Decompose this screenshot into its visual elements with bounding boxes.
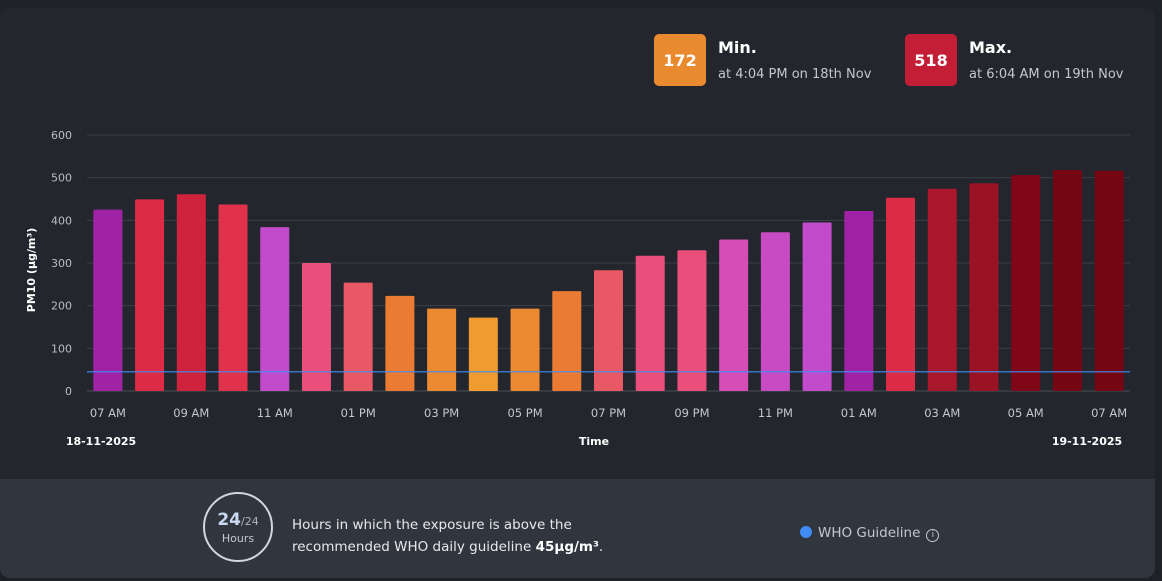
bar (93, 209, 123, 391)
hours-label: Hours (221, 532, 255, 545)
info-icon[interactable]: i (926, 529, 940, 542)
bar (427, 308, 457, 391)
bar (594, 270, 623, 391)
x-tick-label: 07 AM (90, 406, 126, 420)
bar (260, 227, 290, 391)
bar (844, 210, 874, 391)
bar (969, 183, 999, 391)
bar (218, 204, 248, 391)
guideline-dot (800, 526, 812, 538)
x-tick-label: 07 AM (1091, 406, 1127, 420)
start-date-label: 18-11-2025 (66, 435, 136, 448)
bar (802, 222, 832, 391)
x-tick-label: 05 PM (507, 406, 542, 420)
pm10-card: 172 Min. at 4:04 PM on 18th Nov 518 Max.… (0, 8, 1155, 578)
bar (343, 282, 373, 391)
exposure-description: Hours in which the exposure is above the… (292, 514, 603, 558)
max-label: Max. (969, 38, 1013, 57)
min-label: Min. (718, 38, 757, 57)
exposure-footer: 24/24 Hours Hours in which the exposure … (0, 479, 1155, 578)
pm10-bar-chart: 0 100 200 300 400 500 600 PM10 (µg/m³) 07 AM 09 A… (25, 129, 1130, 448)
y-tick-label: 0 (65, 385, 72, 398)
y-tick-label: 600 (51, 129, 72, 142)
exposure-line-1: Hours in which the exposure is above the (292, 517, 572, 533)
y-tick-label: 100 (51, 342, 72, 355)
y-tick-label: 400 (51, 214, 72, 227)
guideline-value: 45µg/m³ (535, 539, 599, 555)
x-tick-label: 09 PM (674, 406, 709, 420)
min-badge: 172 (654, 34, 706, 86)
bar (1094, 170, 1124, 391)
bar (385, 295, 415, 391)
bar (927, 188, 957, 391)
x-tick-label: 09 AM (173, 406, 209, 420)
legend-label: WHO Guideline (818, 525, 921, 541)
bar (301, 263, 331, 391)
x-tick-label: 11 PM (758, 406, 793, 420)
hours-circle: 24/24 Hours (203, 492, 273, 562)
x-tick-label: 11 AM (257, 406, 293, 420)
bar (677, 250, 707, 391)
x-tick-label: 07 PM (591, 406, 626, 420)
bar (468, 317, 498, 391)
x-tick-label: 01 PM (341, 406, 376, 420)
bar (510, 308, 540, 391)
bar (135, 199, 165, 391)
y-axis-label: PM10 (µg/m³) (25, 228, 38, 312)
min-time: at 4:04 PM on 18th Nov (718, 67, 872, 82)
bar (635, 255, 665, 391)
x-tick-label: 05 AM (1008, 406, 1044, 420)
who-guideline-legend[interactable]: WHO Guideline i (800, 525, 940, 542)
y-tick-label: 500 (51, 172, 72, 185)
bar (176, 194, 206, 391)
end-date-label: 19-11-2025 (1052, 435, 1122, 448)
bar (760, 232, 790, 391)
bar (1052, 169, 1082, 391)
y-tick-label: 200 (51, 300, 72, 313)
x-tick-label: 01 AM (841, 406, 877, 420)
y-tick-label: 300 (51, 257, 72, 270)
x-axis-label: Time (579, 435, 609, 448)
bar (1011, 175, 1041, 391)
bar (886, 197, 916, 391)
max-badge: 518 (905, 34, 957, 86)
bar (719, 239, 749, 391)
max-time: at 6:04 AM on 19th Nov (969, 67, 1124, 82)
hours-total: /24 (240, 515, 259, 528)
hours-value: 24 (217, 510, 241, 530)
exposure-line-2: recommended WHO daily guideline 45µg/m³. (292, 539, 604, 555)
x-tick-label: 03 AM (924, 406, 960, 420)
bar (552, 291, 582, 391)
x-tick-label: 03 PM (424, 406, 459, 420)
